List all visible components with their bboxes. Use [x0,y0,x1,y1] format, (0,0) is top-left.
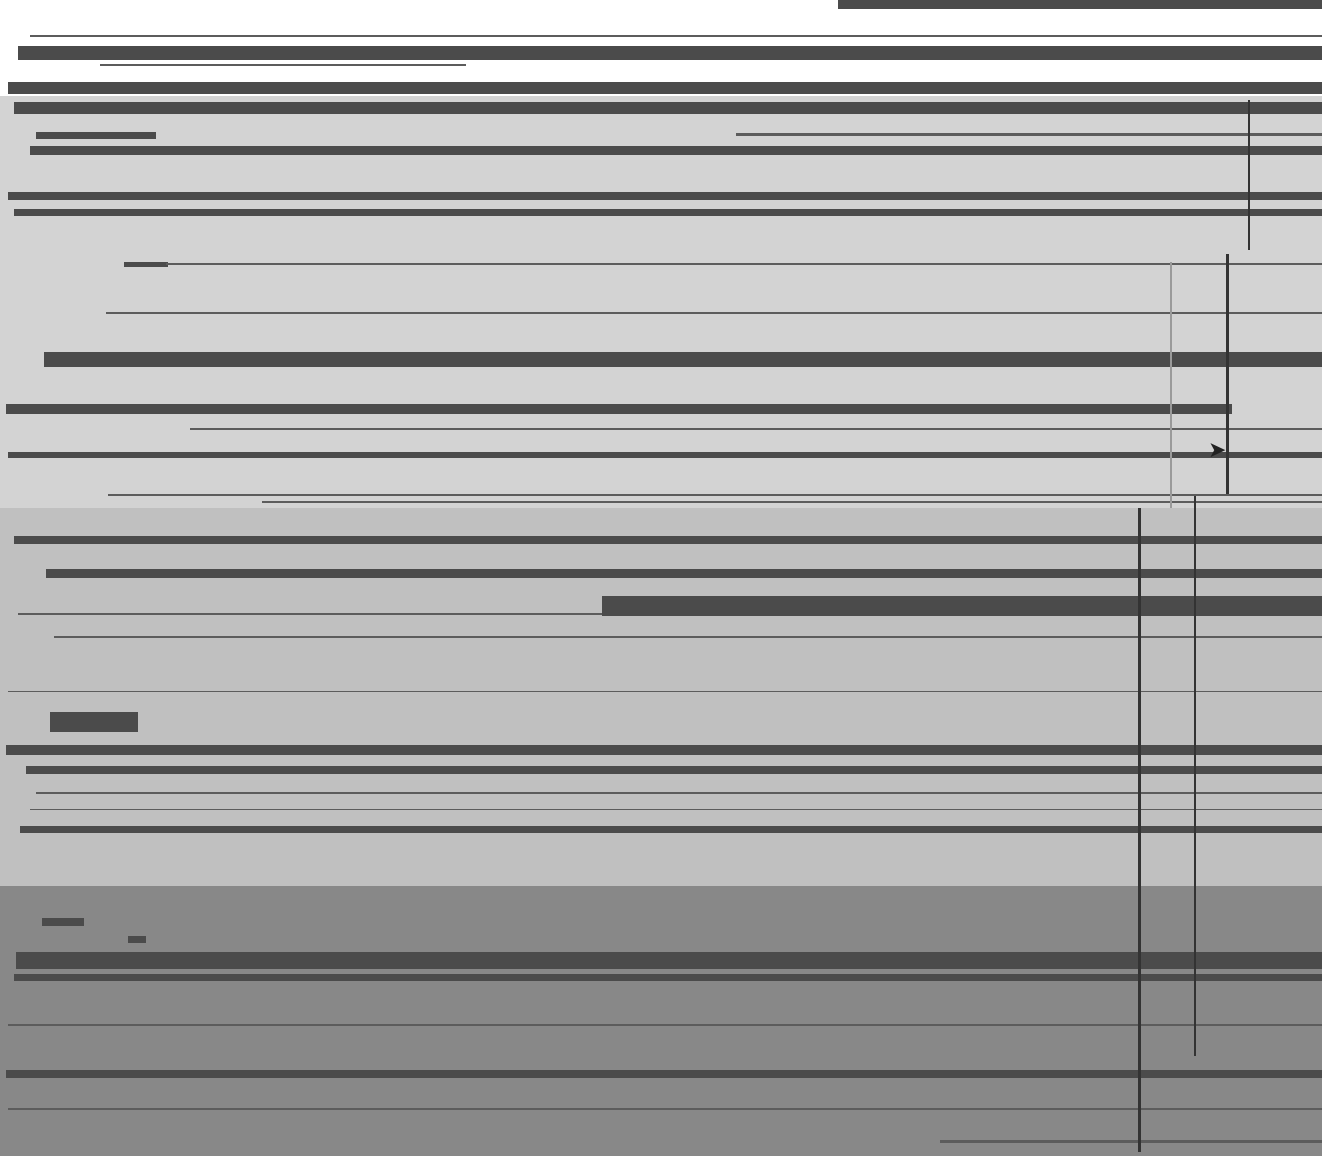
row-marker [36,132,156,139]
row-divider [8,1108,1322,1110]
list-row[interactable] [30,146,1322,155]
row-divider [54,636,1322,638]
column-divider[interactable] [1248,100,1250,250]
row-divider [8,691,1322,692]
pointer-icon: ➤ [1208,438,1227,463]
title-bar-strip [838,0,1322,9]
row-divider [30,35,1322,37]
list-row[interactable] [8,192,1322,200]
row-divider [166,263,1322,265]
row-divider [36,792,1322,794]
row-marker [50,712,138,732]
list-row[interactable] [20,826,1322,833]
list-row[interactable] [14,209,1322,216]
highlighted-row[interactable] [44,352,1322,367]
selection-block[interactable] [602,596,1322,616]
list-row[interactable] [14,974,1322,981]
list-row[interactable] [14,536,1322,544]
row-divider [30,809,1322,810]
list-row[interactable] [6,745,1322,755]
row-divider [190,428,1322,430]
row-divider [100,64,466,66]
lower-highlight-row[interactable] [16,952,1322,969]
column-divider[interactable] [1226,254,1229,494]
list-row[interactable] [6,404,1232,414]
row-divider [106,312,1322,314]
menu-strip[interactable] [8,82,1322,94]
list-row[interactable] [8,452,1322,458]
panel-border [1170,262,1172,508]
header-row [14,102,1322,114]
list-row[interactable] [6,1070,1322,1078]
upper-content-band [0,96,1322,508]
lower-content-band [0,886,1322,1156]
column-divider[interactable] [1194,496,1196,1056]
row-divider [108,494,1322,496]
row-marker [128,936,146,943]
toolbar-strip[interactable] [18,46,1322,60]
list-row[interactable] [46,569,1322,578]
row-marker [124,262,168,267]
row-divider [736,133,1322,136]
row-divider [940,1140,1322,1143]
column-divider[interactable] [1138,508,1141,1152]
row-divider [18,613,602,615]
row-divider [8,1024,1322,1026]
row-divider [262,501,1322,503]
row-marker [42,918,84,926]
list-row[interactable] [26,766,1322,774]
